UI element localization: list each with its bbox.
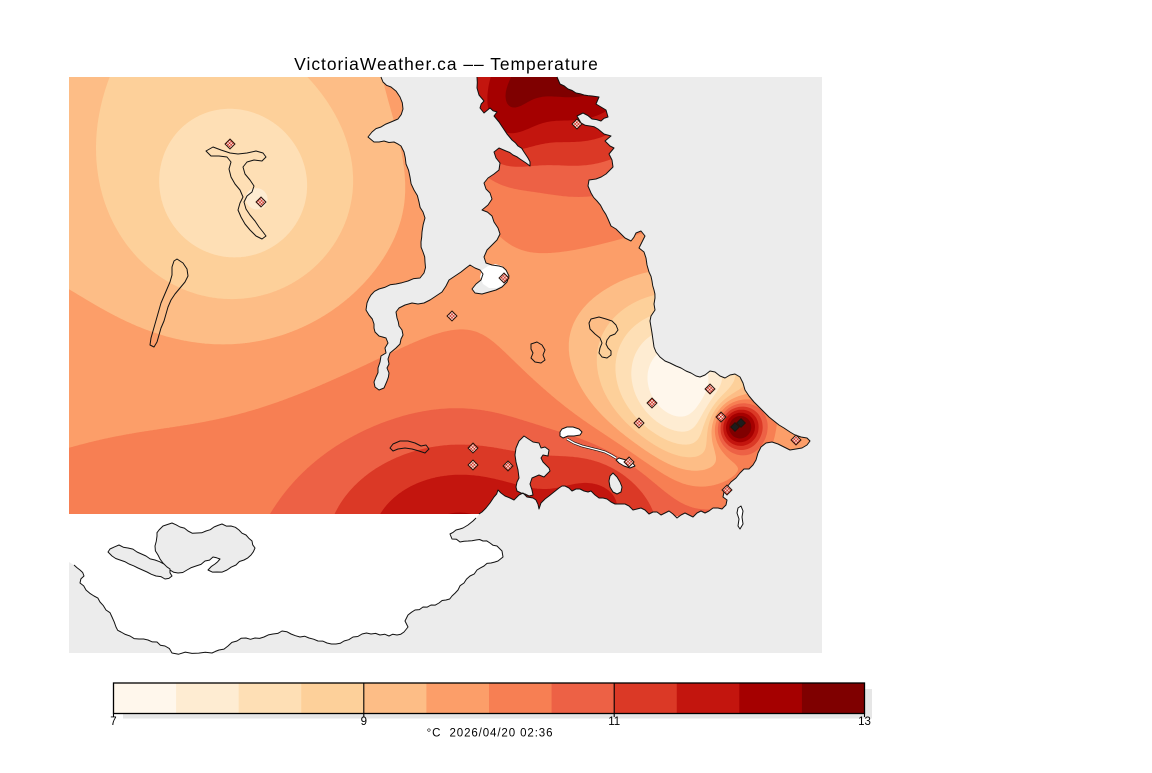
svg-text:11: 11 [608, 716, 620, 728]
svg-text:13: 13 [858, 716, 871, 728]
svg-text:7: 7 [110, 716, 116, 728]
svg-text:°C 2026/04/20 02:36: °C 2026/04/20 02:36 [427, 728, 554, 740]
svg-text:9: 9 [361, 716, 367, 728]
svg-text:VictoriaWeather.ca –– Temperat: VictoriaWeather.ca –– Temperature [294, 54, 599, 74]
